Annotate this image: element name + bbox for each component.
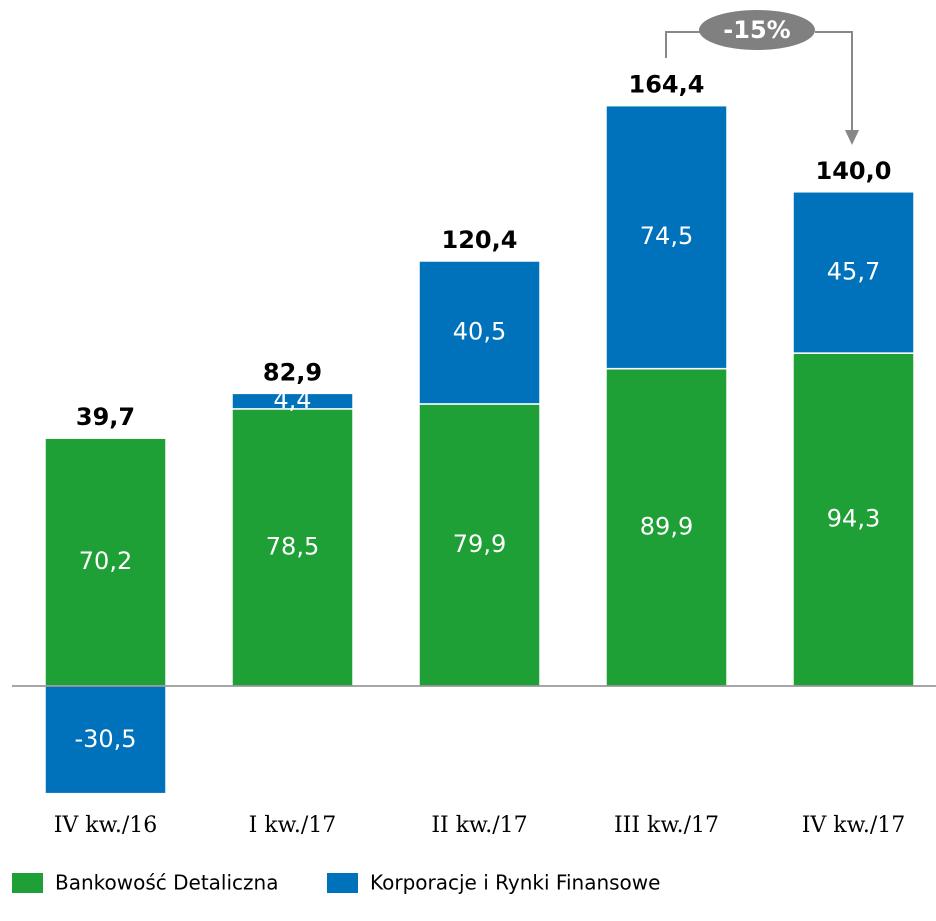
annotation-text: -15%	[723, 16, 790, 44]
total-label: 140,0	[816, 157, 892, 185]
segment-label: 40,5	[453, 317, 506, 345]
arrow-head	[845, 130, 859, 145]
total-label: 120,4	[442, 226, 518, 254]
bar-segment	[44, 685, 167, 795]
x-tick-label: I kw./17	[249, 813, 337, 838]
bar-segment	[231, 392, 354, 410]
x-tick-label: IV kw./17	[802, 813, 906, 838]
bar-segment	[231, 408, 354, 687]
total-label: 39,7	[76, 403, 135, 431]
segment-label: 94,3	[827, 505, 880, 533]
legend-label: Bankowość Detaliczna	[55, 871, 278, 895]
bar-segment	[418, 260, 541, 405]
bracket	[665, 31, 700, 58]
segment-label: 78,5	[266, 532, 319, 560]
x-tick-label: IV kw./16	[54, 813, 158, 838]
x-tick-label: III kw./17	[614, 813, 719, 838]
x-tick-label: II kw./17	[431, 813, 527, 838]
legend-label: Korporacje i Rynki Finansowe	[370, 871, 660, 895]
legend-swatch	[12, 873, 43, 893]
segment-label: 89,9	[640, 512, 693, 540]
segment-label: 45,7	[827, 257, 880, 285]
bar-segment	[792, 191, 915, 354]
bar-segment	[418, 403, 541, 687]
segment-label: 70,2	[79, 547, 132, 575]
change-annotation: -15%	[665, 10, 859, 145]
bar-segment	[605, 104, 728, 370]
segment-label: 79,9	[453, 530, 506, 558]
legend-swatch	[327, 873, 358, 893]
bar-segment	[44, 437, 167, 687]
total-label: 164,4	[629, 71, 705, 99]
segment-label: 74,5	[640, 222, 693, 250]
total-label: 82,9	[263, 358, 322, 386]
bracket	[815, 31, 853, 132]
annotation-badge	[699, 10, 815, 50]
bar-segment	[605, 367, 728, 687]
segment-label: -30,5	[74, 725, 136, 753]
segment-label: 4,4	[273, 386, 311, 414]
